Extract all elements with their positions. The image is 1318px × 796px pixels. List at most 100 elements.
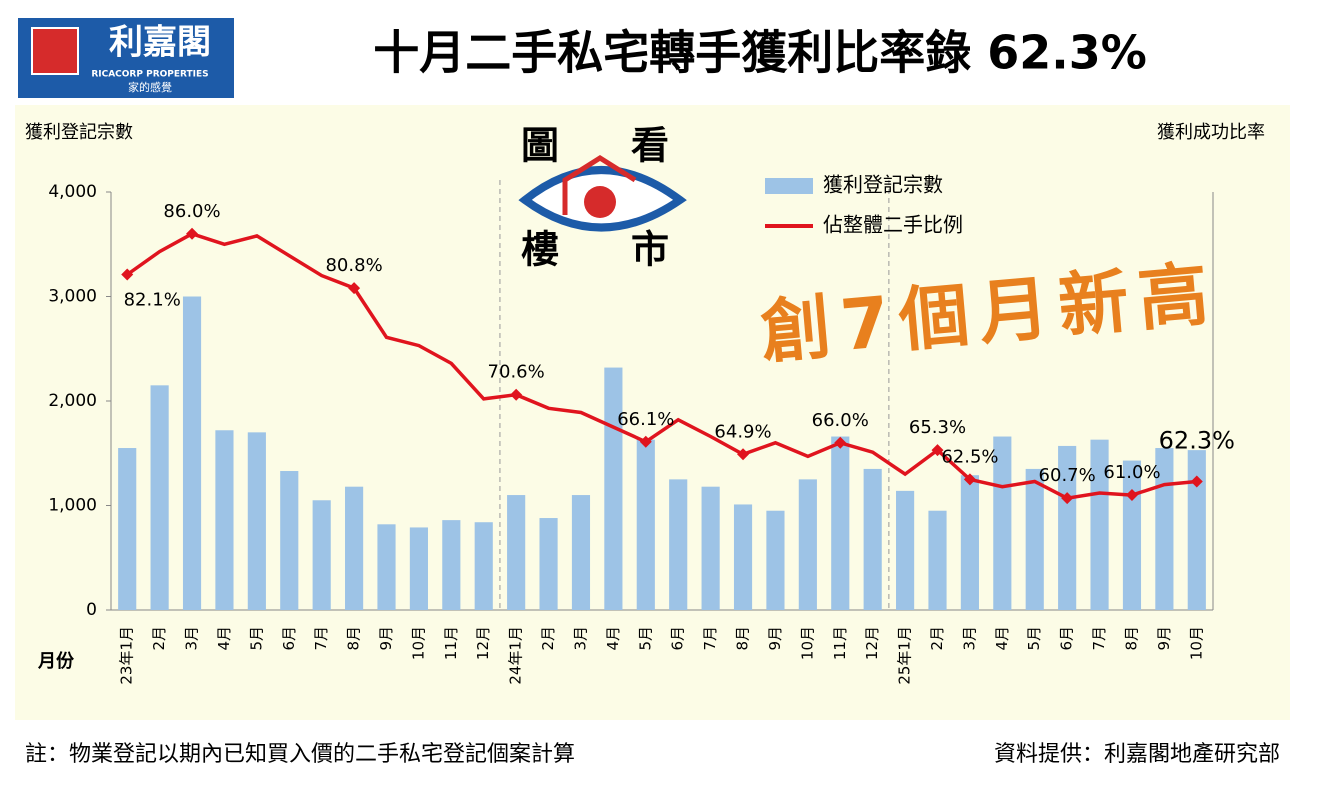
marker <box>737 448 750 461</box>
x-tick-label: 3月 <box>960 626 978 651</box>
marker <box>639 435 652 448</box>
x-tick-label: 6月 <box>1058 626 1076 651</box>
data-label: 66.0% <box>812 410 869 431</box>
bar <box>247 432 266 610</box>
x-tick-label: 24年1月 <box>507 626 525 685</box>
data-label: 80.8% <box>325 255 382 276</box>
x-tick-label: 5月 <box>636 626 654 651</box>
data-label: 64.9% <box>714 421 771 442</box>
x-tick-label: 3月 <box>571 626 589 651</box>
marker <box>834 436 847 449</box>
bar <box>1025 468 1044 610</box>
y2-axis-title: 獲利成功比率 <box>1157 122 1265 143</box>
bar <box>280 471 299 610</box>
marker <box>348 282 361 295</box>
bar <box>539 518 558 610</box>
x-tick-label: 11月 <box>442 626 460 660</box>
x-tick-label: 4月 <box>604 626 622 651</box>
legend-swatch <box>765 178 813 194</box>
x-tick-label: 7月 <box>1090 626 1108 651</box>
brand-slogan: 家的感覺 <box>128 80 172 94</box>
bar <box>442 520 461 610</box>
bar <box>182 296 202 610</box>
x-tick-label: 4月 <box>215 626 233 651</box>
bar <box>215 430 234 610</box>
badge-char: 圖 <box>521 124 559 168</box>
logo-emblem <box>31 27 79 75</box>
x-tick-label: 8月 <box>345 626 363 651</box>
data-label: 61.0% <box>1103 462 1160 483</box>
x-tick-label: 2月 <box>539 626 557 651</box>
y-tick-label: 3,000 <box>48 287 97 307</box>
bar <box>312 500 331 610</box>
marker <box>963 473 976 486</box>
x-tick-label: 9月 <box>1155 626 1173 651</box>
x-axis-title: 月份 <box>37 650 75 672</box>
data-label: 62.5% <box>941 446 998 467</box>
x-tick-label: 11月 <box>831 626 849 660</box>
brand-name: 利嘉閣 <box>109 23 211 63</box>
bar <box>118 448 137 610</box>
x-tick-label: 10月 <box>409 626 427 660</box>
bar <box>1155 448 1174 610</box>
source: 資料提供：利嘉閣地產研究部 <box>994 742 1280 767</box>
marker <box>510 388 523 401</box>
bar <box>701 486 720 610</box>
bar <box>928 510 947 610</box>
bar <box>766 510 785 610</box>
bar <box>798 479 817 610</box>
x-tick-label: 3月 <box>183 626 201 651</box>
marker <box>121 268 134 281</box>
x-tick-label: 6月 <box>669 626 687 651</box>
line <box>126 231 1197 501</box>
x-tick-label: 2月 <box>150 626 168 651</box>
bar <box>993 436 1012 610</box>
marker <box>186 227 199 240</box>
bar <box>831 436 850 610</box>
x-tick-label: 6月 <box>280 626 298 651</box>
brand-english: RICACORP PROPERTIES <box>91 70 208 80</box>
badge-char: 看 <box>631 124 669 168</box>
footnote: 註：物業登記以期內已知買入價的二手私宅登記個案計算 <box>25 742 575 767</box>
bar <box>636 439 655 610</box>
marker <box>1061 492 1074 505</box>
x-tick-label: 7月 <box>312 626 330 651</box>
y-tick-label: 2,000 <box>48 391 97 411</box>
x-tick-label: 25年1月 <box>896 626 914 685</box>
y-tick-label: 0 <box>86 600 97 620</box>
bar <box>733 504 753 610</box>
bar <box>345 486 364 610</box>
bar <box>604 367 623 610</box>
x-tick-label: 5月 <box>1025 626 1043 651</box>
marker <box>1190 475 1203 488</box>
bar <box>150 385 169 610</box>
chart-title: 十月二手私宅轉手獲利比率錄 62.3% <box>373 26 1147 80</box>
bar <box>1090 439 1109 610</box>
badge-pupil <box>584 186 616 218</box>
bar <box>571 495 591 610</box>
y-tick-label: 4,000 <box>48 182 97 202</box>
data-label: 65.3% <box>909 417 966 438</box>
bar <box>669 479 688 610</box>
data-label: 62.3% <box>1159 426 1235 454</box>
marker <box>931 444 944 457</box>
badge: 圖 看 樓 市 <box>518 124 687 272</box>
x-tick-label: 10月 <box>1187 626 1205 660</box>
x-tick-label: 10月 <box>798 626 816 660</box>
bar <box>863 468 882 610</box>
bar <box>474 522 493 610</box>
x-tick-label: 12月 <box>863 626 881 660</box>
x-tick-label: 9月 <box>766 626 784 651</box>
data-label: 70.6% <box>488 362 545 383</box>
bar <box>896 490 915 610</box>
x-tick-label: 5月 <box>247 626 265 651</box>
data-label: 66.1% <box>617 409 674 430</box>
bar <box>1058 445 1077 610</box>
x-tick-label: 4月 <box>993 626 1011 651</box>
y-axis-title: 獲利登記宗數 <box>25 122 133 143</box>
bar <box>1122 460 1142 610</box>
badge-roof <box>562 155 637 215</box>
data-label: 82.1% <box>124 290 181 311</box>
badge-char: 市 <box>631 228 669 272</box>
